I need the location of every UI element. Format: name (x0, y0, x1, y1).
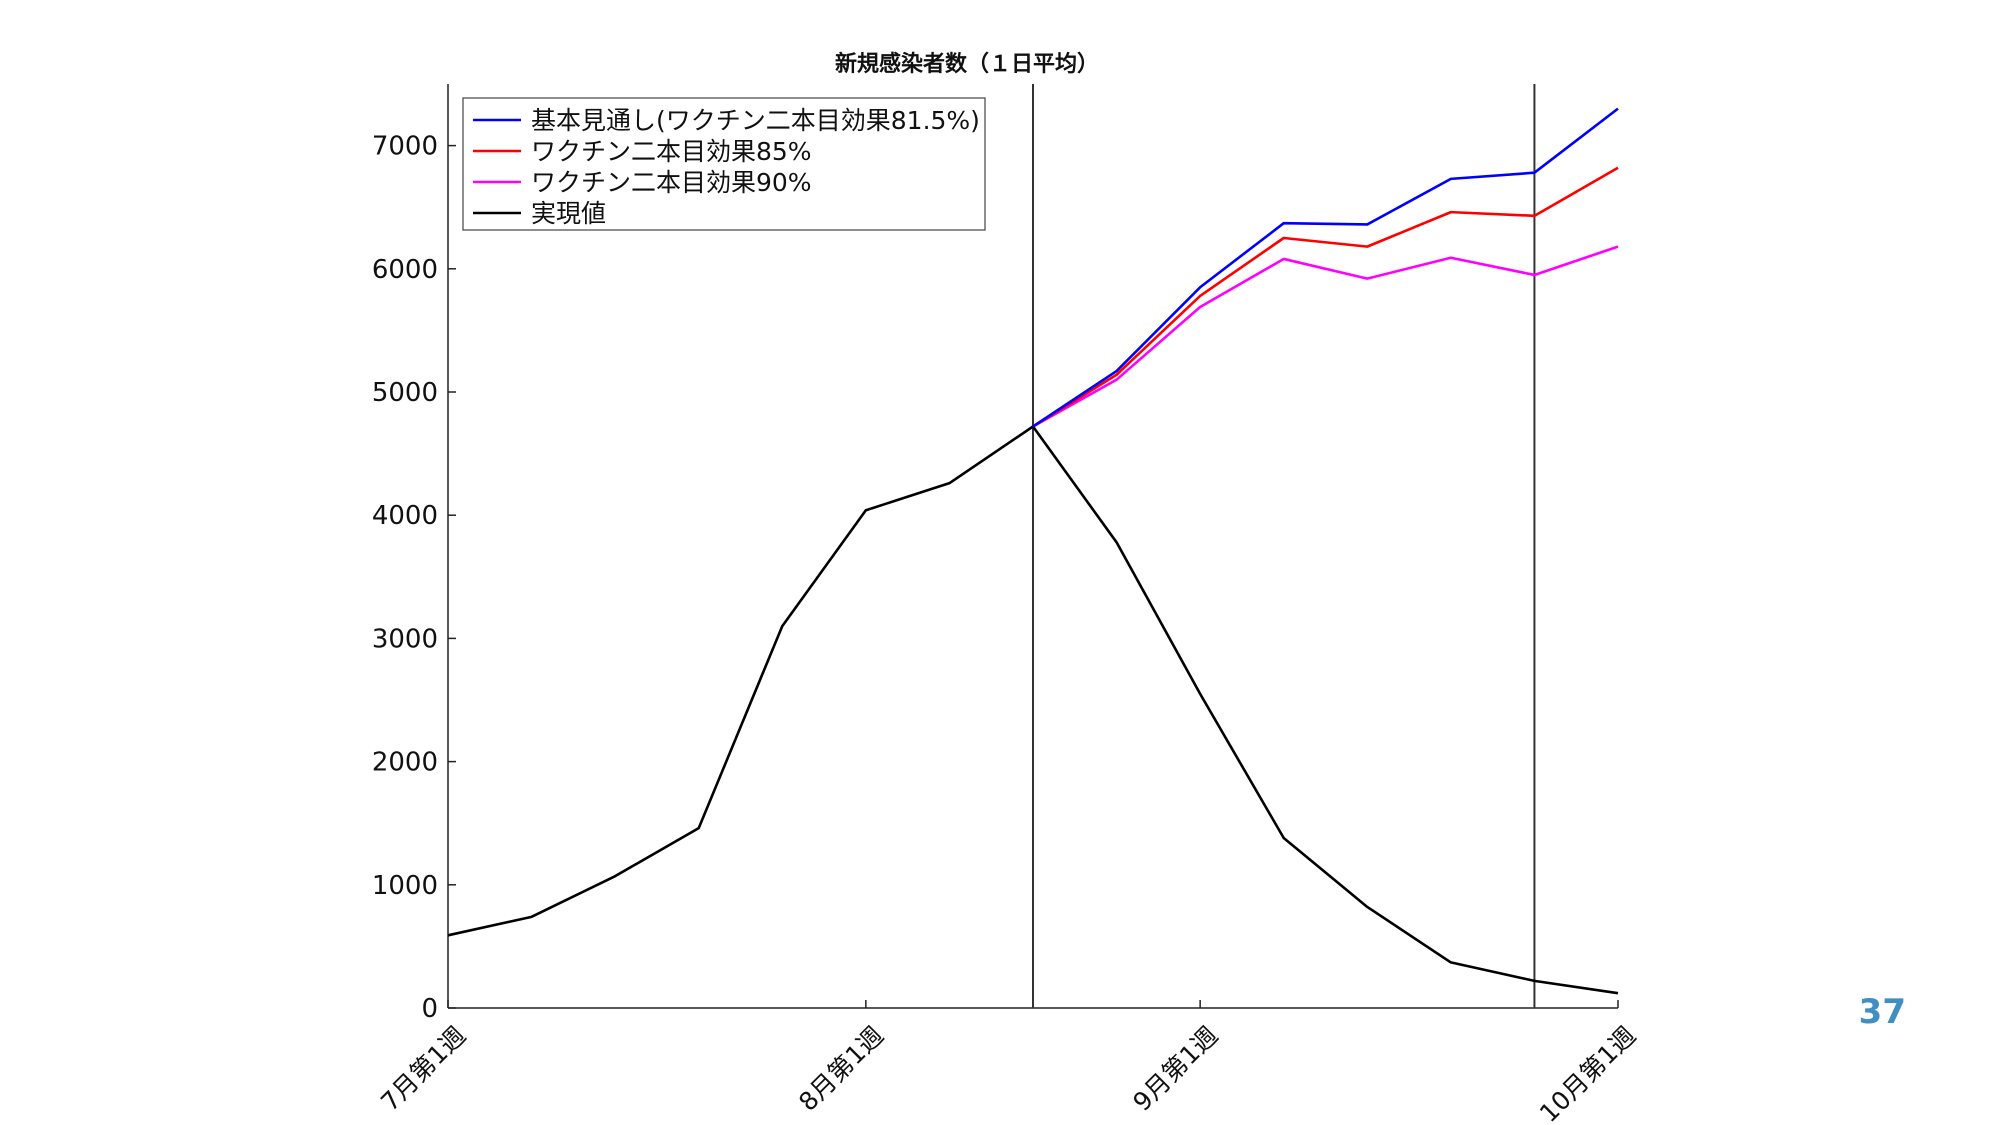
legend-label: ワクチン二本目効果85% (531, 137, 812, 166)
y-tick-label: 7000 (372, 132, 438, 162)
legend-label: 実現値 (531, 199, 606, 228)
legend-box (462, 97, 986, 231)
series-lines (447, 107, 1619, 995)
slide-number: 37 (1858, 992, 1906, 1032)
x-tick-label: 10月第1週 (1534, 1021, 1641, 1125)
series-line-1 (1032, 166, 1619, 428)
y-tick-label: 5000 (372, 378, 438, 408)
y-tick-label: 0 (421, 994, 438, 1024)
y-tick-label: 1000 (372, 871, 438, 901)
series-line-2 (1032, 245, 1619, 428)
legend: 基本見通し(ワクチン二本目効果81.5%)ワクチン二本目効果85%ワクチン二本目… (462, 97, 986, 231)
x-tick-label: 7月第1週 (375, 1021, 471, 1117)
y-tick-label: 3000 (372, 624, 438, 654)
chart-title: 新規感染者数（１日平均） (835, 51, 1099, 77)
legend-label: 基本見通し(ワクチン二本目効果81.5%) (531, 106, 980, 135)
legend-label: ワクチン二本目効果90% (531, 168, 812, 197)
x-tick-label: 8月第1週 (793, 1021, 889, 1117)
x-tick-label: 9月第1週 (1127, 1021, 1223, 1117)
axes: 0 1000 2000 3000 4000 5000 6000 7000 7月第1週 8月第1週 9… (372, 84, 1641, 1125)
vertical-reference-lines (1032, 84, 1536, 1008)
y-tick-label: 2000 (372, 748, 438, 778)
series-line-0 (1032, 107, 1619, 428)
y-tick-label: 4000 (372, 501, 438, 531)
y-tick-label: 6000 (372, 255, 438, 285)
